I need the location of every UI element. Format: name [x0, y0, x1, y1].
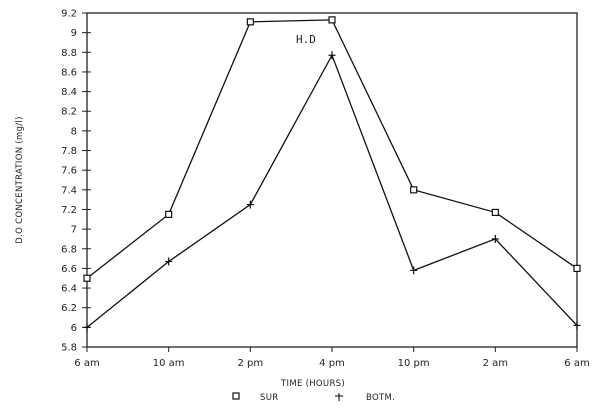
y-tick-label: 6.6 [61, 264, 77, 275]
square-marker-icon [165, 210, 173, 218]
y-tick-label: 7.6 [61, 166, 77, 177]
x-tick-label: 6 am [74, 358, 99, 369]
series-botm [83, 51, 581, 332]
series-group [83, 16, 581, 332]
y-tick-label: 6.4 [61, 284, 77, 295]
y-tick-label: 8.2 [61, 107, 77, 118]
plus-marker-icon [83, 323, 91, 332]
y-tick-label: 7.8 [61, 146, 77, 157]
series-sur [83, 16, 581, 282]
plus-marker-icon [246, 200, 254, 209]
plus-marker-icon [491, 234, 499, 243]
x-tick-label: 10 pm [398, 358, 430, 369]
square-marker-icon [491, 208, 499, 217]
plot-border [86, 12, 578, 348]
y-axis-ticks: 5.8 6 6.2 6.4 6.6 6.8 7 7.2 7.4 7.6 7.8 8 8.2 8.4 8.6 8… [61, 9, 91, 354]
square-marker-icon [83, 274, 91, 282]
legend-plus-marker-icon [335, 393, 343, 401]
y-tick-label: 7.4 [61, 185, 77, 196]
legend-label-botm: BOTM. [366, 393, 395, 403]
y-tick-label: 6 [71, 323, 77, 334]
legend-label-sur: SUR [260, 393, 278, 403]
legend-square-marker-icon [232, 392, 240, 400]
y-tick-label: 7.2 [61, 205, 77, 216]
y-tick-label: 8.6 [61, 67, 77, 78]
plus-marker-icon [165, 257, 173, 266]
x-tick-label: 2 pm [238, 358, 264, 369]
series-line [86, 53, 578, 328]
y-tick-label: 5.8 [61, 343, 77, 354]
plot-frame [86, 12, 578, 348]
legend: SUR BOTM. [232, 392, 395, 403]
y-tick-label: 6.8 [61, 244, 77, 255]
y-tick-label: 8.8 [61, 48, 77, 59]
plus-marker-icon [328, 51, 336, 60]
x-tick-label: 4 pm [319, 358, 345, 369]
y-tick-label: 8.4 [61, 87, 77, 98]
plus-marker-icon [573, 321, 581, 330]
x-tick-label: 10 am [153, 358, 185, 369]
y-tick-label: 6.2 [61, 303, 77, 314]
y-tick-label: 9 [71, 28, 77, 39]
annotation-hd: H.D [296, 33, 316, 46]
square-marker-icon [573, 264, 581, 273]
y-tick-label: 8 [71, 126, 77, 137]
x-tick-label: 6 am [564, 358, 589, 369]
square-marker-icon [328, 16, 336, 24]
square-marker-icon [410, 186, 418, 194]
y-tick-label: 9.2 [61, 9, 77, 20]
y-axis-title: D.O CONCENTRATION (mg/l) [15, 116, 25, 243]
x-axis-title: TIME (HOURS) [280, 379, 345, 389]
y-tick-label: 7 [71, 225, 77, 236]
x-axis-ticks: 6 am 10 am 2 pm 4 pm 10 pm 2 am 6 am [74, 347, 590, 369]
plus-marker-icon [410, 266, 418, 275]
x-tick-label: 2 am [483, 358, 508, 369]
square-marker-icon [246, 18, 254, 26]
